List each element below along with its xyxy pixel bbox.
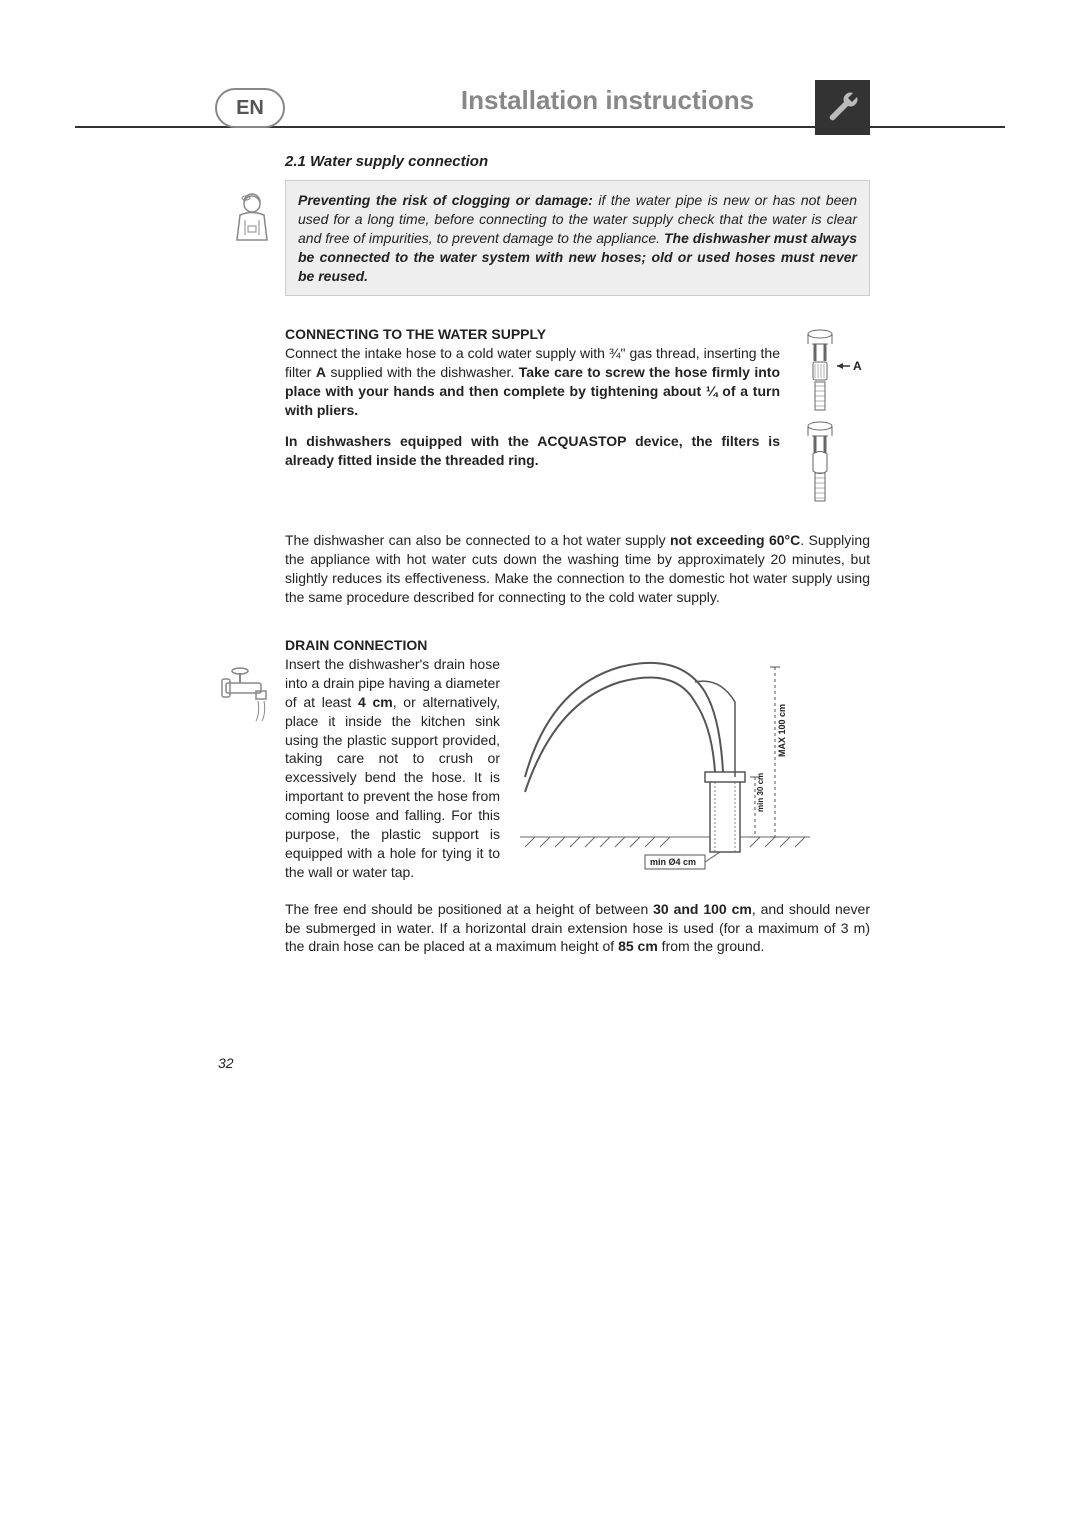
drain-p2d: 85 cm (618, 938, 658, 954)
water-supply-block: CONNECTING TO THE WATER SUPPLY Connect t… (285, 326, 870, 506)
page-container: EN Installation instructions 2.1 Water s… (0, 0, 1080, 1016)
drain-p2e: from the ground. (658, 938, 765, 954)
connecting-p1: Connect the intake hose to a cold water … (285, 344, 780, 420)
page-title: Installation instructions (210, 85, 1005, 116)
connecting-heading: CONNECTING TO THE WATER SUPPLY (285, 326, 780, 342)
svg-text:min 30 cm: min 30 cm (756, 773, 765, 812)
warning-box: Preventing the risk of clogging or damag… (285, 180, 870, 296)
connecting-p2-text: In dishwashers equipped with the ACQUAST… (285, 433, 780, 468)
drain-p1b: 4 cm (358, 694, 393, 710)
connecting-p1b: A (316, 364, 326, 380)
page-number: 32 (218, 1055, 234, 1071)
lang-code: EN (236, 97, 264, 120)
worker-icon (225, 190, 280, 245)
drain-block: DRAIN CONNECTION Insert the dishwasher's… (285, 637, 870, 882)
content-area: 2.1 Water supply connection Preventing t… (75, 153, 1005, 956)
wrench-icon (815, 80, 870, 135)
connecting-p1c: supplied with the dishwasher. (326, 364, 519, 380)
svg-text:MAX 100 cm: MAX 100 cm (777, 704, 787, 757)
connecting-p3: The dishwasher can also be connected to … (285, 531, 870, 607)
lang-badge: EN (215, 88, 285, 128)
svg-text:A: A (853, 359, 862, 373)
connecting-p3a: The dishwasher can also be connected to … (285, 532, 670, 548)
drain-p1c: , or alternatively, place it inside the … (285, 694, 500, 880)
drain-p2a: The free end should be positioned at a h… (285, 901, 653, 917)
connecting-p3b: not exceeding 60°C (670, 532, 800, 548)
drain-p1: Insert the dishwasher's drain hose into … (285, 655, 500, 882)
drain-text-col: DRAIN CONNECTION Insert the dishwasher's… (285, 637, 500, 882)
section-heading: 2.1 Water supply connection (285, 153, 870, 170)
connector-diagram: A (795, 326, 870, 506)
water-supply-text: CONNECTING TO THE WATER SUPPLY Connect t… (285, 326, 780, 506)
drain-heading: DRAIN CONNECTION (285, 637, 500, 653)
warning-lead: Preventing the risk of clogging or damag… (298, 192, 593, 208)
tap-icon (218, 663, 280, 725)
drain-diagram: MAX 100 cm min 30 cm min Ø4 cm (520, 637, 870, 877)
drain-p2: The free end should be positioned at a h… (285, 900, 870, 957)
svg-text:min Ø4 cm: min Ø4 cm (650, 857, 696, 867)
connecting-p2: In dishwashers equipped with the ACQUAST… (285, 432, 780, 470)
drain-p2b: 30 and 100 cm (653, 901, 752, 917)
